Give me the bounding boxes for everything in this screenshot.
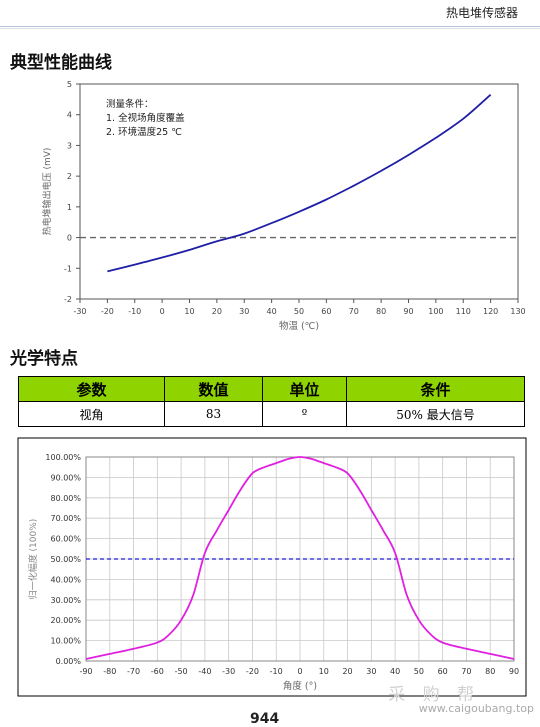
y-tick-label: -1 <box>64 264 72 273</box>
y-tick-label: 0 <box>67 234 72 243</box>
x-tick-label: 70 <box>349 307 359 316</box>
x-axis-title: 角度 (°) <box>283 680 317 692</box>
x-tick-label: -10 <box>128 307 141 316</box>
table-cell-value: 83 <box>164 401 263 427</box>
y-tick-label: 40.00% <box>50 575 81 584</box>
x-tick-label: 120 <box>483 307 498 316</box>
y-tick-label: 70.00% <box>50 514 81 523</box>
table-row: 视角 83 º 50% 最大信号 <box>18 401 525 427</box>
y-tick-label: 3 <box>67 141 72 150</box>
optical-parameters-table: 参数 数值 单位 条件 视角 83 º 50% 最大信号 <box>18 376 525 427</box>
header-divider-secondary <box>0 28 540 29</box>
measurement-condition-annotation: 测量条件： <box>106 98 154 110</box>
table-cell-parameter: 视角 <box>18 401 165 427</box>
x-tick-label: 130 <box>510 307 525 316</box>
x-tick-label: -60 <box>151 667 164 676</box>
y-tick-label: 5 <box>67 80 72 89</box>
x-tick-label: -10 <box>270 667 283 676</box>
watermark-logo-text: 采 购 帮 <box>388 685 480 705</box>
y-tick-label: 4 <box>67 111 72 120</box>
table-header-condition: 条件 <box>346 376 525 402</box>
x-tick-label: -80 <box>103 667 116 676</box>
y-tick-label: 80.00% <box>50 494 81 503</box>
y-axis-title: 热电堆输出电压 (mV) <box>41 148 53 236</box>
x-tick-label: 80 <box>376 307 386 316</box>
y-tick-label: 100.00% <box>45 453 81 462</box>
page-number: 944 <box>250 711 280 727</box>
table-header-value: 数值 <box>164 376 263 402</box>
y-tick-label: 10.00% <box>50 637 81 646</box>
y-tick-label: 50.00% <box>50 555 81 564</box>
table-header-unit: 单位 <box>262 376 347 402</box>
x-tick-label: -20 <box>101 307 114 316</box>
x-tick-label: -20 <box>246 667 259 676</box>
field-of-view-chart: -90 -80 -70 -60 -50 -40 -30 -20 -10 0 10 20 30 40 50 60… <box>17 437 527 697</box>
document-header-title: 热电堆传感器 <box>445 6 518 20</box>
x-tick-label: 50 <box>414 667 424 676</box>
x-tick-label: 50 <box>294 307 304 316</box>
x-tick-label: -70 <box>127 667 140 676</box>
y-tick-label: 90.00% <box>50 473 81 482</box>
x-tick-label: 40 <box>390 667 400 676</box>
x-tick-label: 100 <box>428 307 443 316</box>
x-tick-label: 90 <box>403 307 413 316</box>
measurement-condition-annotation: 1. 全视场角度覆盖 <box>106 112 185 124</box>
chart-outer-border <box>17 437 527 697</box>
section-title-performance-curve: 典型性能曲线 <box>10 53 112 73</box>
y-tick-label: 1 <box>67 203 72 212</box>
y-tick-label: 2 <box>67 172 72 181</box>
x-tick-label: 0 <box>297 667 302 676</box>
x-tick-label: 0 <box>160 307 165 316</box>
x-tick-label: -90 <box>79 667 92 676</box>
x-tick-label: 30 <box>239 307 249 316</box>
x-tick-label: 20 <box>212 307 222 316</box>
y-axis-title: 归一化幅度 (100%) <box>27 519 39 600</box>
x-tick-label: 110 <box>456 307 471 316</box>
header-divider <box>0 26 540 27</box>
table-header-row: 参数 数值 单位 条件 <box>18 376 525 402</box>
table-cell-unit: º <box>262 401 347 427</box>
x-tick-label: 30 <box>366 667 376 676</box>
x-tick-label: -30 <box>73 307 86 316</box>
measurement-condition-annotation: 2. 环境温度25 ℃ <box>106 126 182 138</box>
x-tick-label: 80 <box>485 667 495 676</box>
section-title-optical-characteristics: 光学特点 <box>10 349 78 369</box>
x-tick-label: 70 <box>461 667 471 676</box>
x-tick-label: 60 <box>438 667 448 676</box>
x-tick-label: 60 <box>321 307 331 316</box>
x-tick-label: 90 <box>509 667 519 676</box>
x-tick-label: 10 <box>184 307 194 316</box>
x-tick-label: -50 <box>175 667 188 676</box>
x-axis-title: 物温 (℃) <box>279 320 319 332</box>
x-tick-label: 20 <box>342 667 352 676</box>
table-cell-condition: 50% 最大信号 <box>346 401 525 427</box>
angular-response-curve <box>85 456 515 660</box>
watermark-url: www.caigoubang.top <box>418 702 534 715</box>
x-tick-label: -30 <box>222 667 235 676</box>
y-tick-label: 30.00% <box>50 596 81 605</box>
thermopile-output-chart: -30 -20 -10 0 10 20 30 40 50 60 70 80 90 100 110 120 130… <box>41 80 526 332</box>
y-tick-label: 60.00% <box>50 535 81 544</box>
table-header-parameter: 参数 <box>18 376 165 402</box>
output-voltage-curve <box>107 94 492 273</box>
y-tick-label: -2 <box>64 295 72 304</box>
y-tick-label: 20.00% <box>50 616 81 625</box>
y-tick-label: 0.00% <box>56 657 82 666</box>
x-tick-label: 40 <box>267 307 277 316</box>
x-tick-label: -40 <box>198 667 211 676</box>
x-tick-label: 10 <box>319 667 329 676</box>
